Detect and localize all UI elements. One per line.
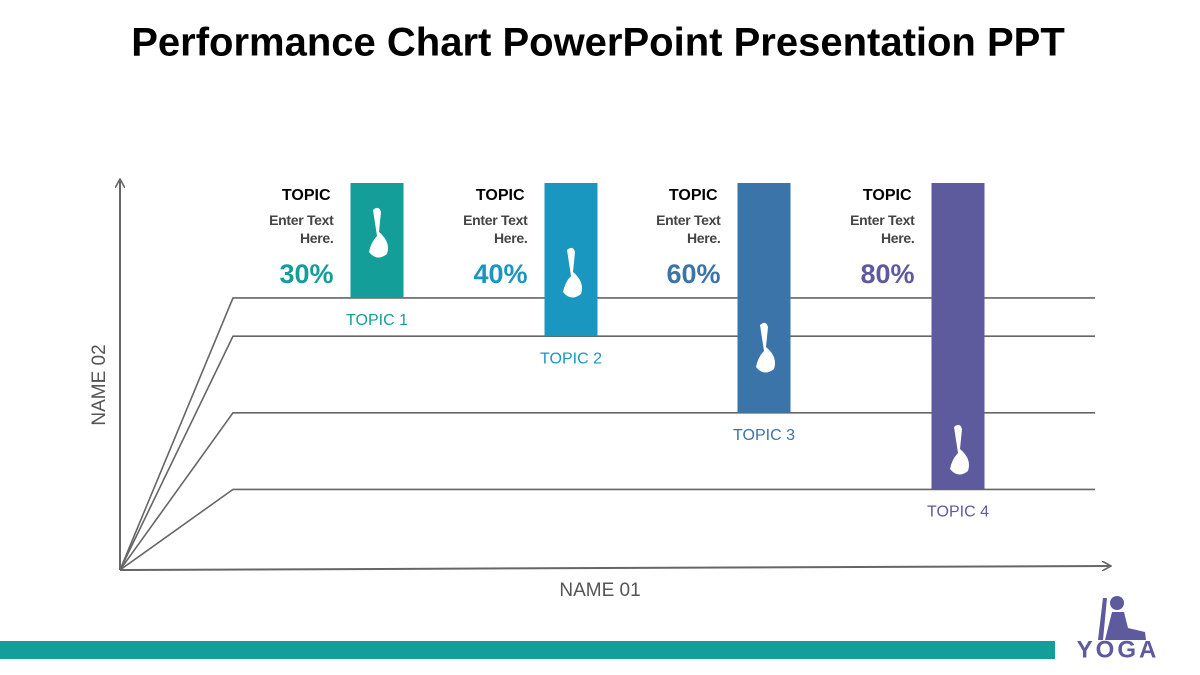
value-label: 40% — [473, 259, 527, 289]
category-label: TOPIC 2 — [540, 350, 602, 367]
level-line — [119, 297, 1095, 571]
topic-heading: TOPIC — [863, 187, 912, 204]
topic-text: Enter Text Here. — [463, 212, 528, 246]
value-label: 60% — [666, 259, 720, 289]
value-label: 80% — [860, 259, 914, 289]
category-label: TOPIC 1 — [346, 312, 408, 329]
logo-figure — [1098, 596, 1146, 640]
yoga-figure — [756, 322, 775, 373]
logo-text: YOGA — [1077, 636, 1160, 663]
topic-text: Enter Text Here. — [269, 212, 334, 246]
topic-text: Enter Text Here. — [656, 212, 721, 246]
y-axis-label: NAME 02 — [89, 344, 110, 425]
x-axis — [119, 566, 1110, 570]
category-label: TOPIC 3 — [733, 427, 795, 444]
chart-title: Performance Chart PowerPoint Presentatio… — [131, 21, 1065, 65]
yoga-figure — [369, 207, 388, 258]
level-line — [119, 335, 1095, 571]
topic-heading: TOPIC — [669, 187, 718, 204]
bar — [737, 183, 791, 413]
topic-heading: TOPIC — [476, 187, 525, 204]
level-line — [119, 411, 1095, 571]
footer-band — [0, 641, 1055, 659]
value-label: 30% — [279, 259, 333, 289]
level-line — [119, 488, 1095, 571]
yoga-figure — [950, 424, 969, 475]
topic-heading: TOPIC — [282, 187, 331, 204]
x-axis-label: NAME 01 — [559, 580, 640, 601]
yoga-figure — [563, 247, 582, 298]
category-label: TOPIC 4 — [927, 504, 989, 521]
topic-text: Enter Text Here. — [850, 212, 915, 246]
